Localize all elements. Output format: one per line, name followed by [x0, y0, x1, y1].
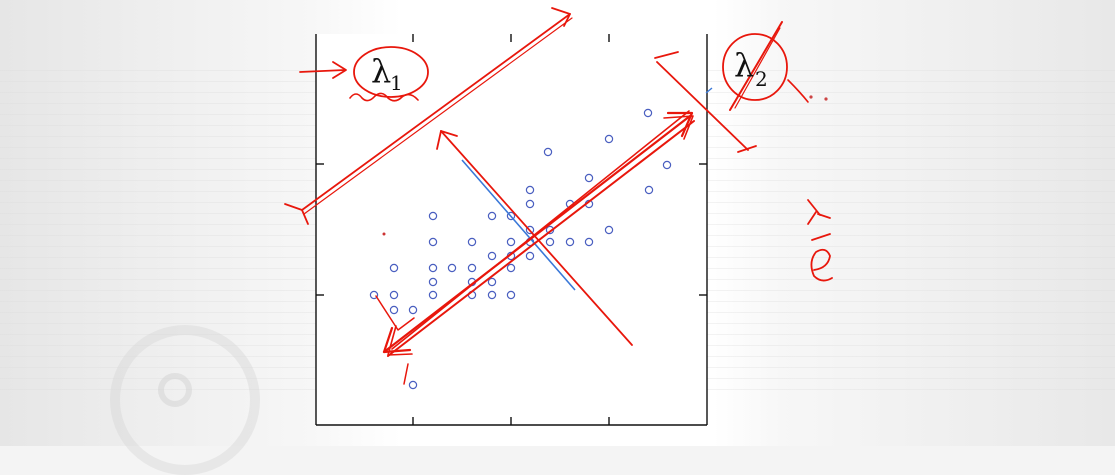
scatter-point — [487, 211, 497, 221]
scatter-point — [467, 263, 477, 273]
scatter-point — [584, 173, 594, 183]
scatter-point — [543, 147, 553, 157]
scatter-point — [604, 134, 614, 144]
pc1-arrow — [382, 110, 695, 357]
stray-dot — [382, 232, 386, 236]
lambda1-subscript: 1 — [390, 71, 403, 95]
lambda2-measure-line — [654, 51, 757, 153]
scatter-points — [369, 108, 672, 390]
small-tick-mark — [403, 363, 409, 385]
plot-area — [316, 34, 707, 426]
principal-axis-blue-line — [461, 159, 576, 291]
scatter-point — [525, 185, 535, 195]
scatter-point — [487, 277, 497, 287]
lambda2-label: λ 2 — [734, 46, 768, 91]
scatter-point — [584, 237, 594, 247]
axes-frame — [315, 34, 708, 426]
scatter-point — [428, 237, 438, 247]
lambda2-subscript: 2 — [755, 67, 768, 91]
lambda2-symbol: λ — [734, 46, 754, 84]
scatter-point — [506, 211, 516, 221]
scatter-point — [565, 237, 575, 247]
small-arrow-mark — [375, 295, 415, 331]
scatter-point — [408, 305, 418, 315]
scatter-point — [428, 290, 438, 300]
lambda2-tail — [787, 79, 809, 103]
scatter-point — [408, 380, 418, 390]
pca-diagram-canvas: λ 1 λ 2 — [284, 7, 833, 426]
scatter-point — [506, 263, 516, 273]
scatter-point — [467, 237, 477, 247]
lambda1-pointer-head — [332, 61, 347, 79]
lambda1-symbol: λ — [371, 52, 391, 90]
ellipsis-dots — [809, 95, 828, 101]
lambda1-circle — [353, 46, 429, 98]
red-annotations — [284, 7, 833, 385]
scatter-point — [506, 237, 516, 247]
scatter-point — [506, 290, 516, 300]
scatter-point — [428, 211, 438, 221]
scatter-point — [389, 305, 399, 315]
scatter-point — [662, 160, 672, 170]
scatter-point — [389, 263, 399, 273]
pc2-arrow — [436, 130, 633, 346]
lambda1-label: λ 1 — [371, 52, 403, 95]
scatter-point — [487, 290, 497, 300]
scatter-point — [428, 263, 438, 273]
principal-axis-blue-line-2 — [705, 87, 713, 94]
lambda1-measure-line — [284, 7, 573, 225]
lambda1-pointer-arrow — [299, 69, 346, 73]
scatter-point — [525, 225, 535, 235]
lambda1-underline-scribble — [349, 92, 419, 102]
lambda2-strike-2 — [734, 27, 781, 109]
scatter-point — [525, 199, 535, 209]
scatter-point — [369, 290, 379, 300]
scribble-lambda — [807, 199, 831, 225]
scatter-point — [389, 290, 399, 300]
background-disc-center — [158, 373, 192, 407]
scatter-point — [643, 108, 653, 118]
scatter-point — [447, 263, 457, 273]
scatter-point — [604, 225, 614, 235]
scatter-point — [644, 185, 654, 195]
lambda2-circle — [722, 33, 788, 101]
scatter-point — [525, 251, 535, 261]
scatter-point — [545, 237, 555, 247]
scatter-point — [487, 251, 497, 261]
scribble-e — [810, 233, 833, 282]
scatter-point — [428, 277, 438, 287]
lambda2-strike — [729, 21, 783, 111]
